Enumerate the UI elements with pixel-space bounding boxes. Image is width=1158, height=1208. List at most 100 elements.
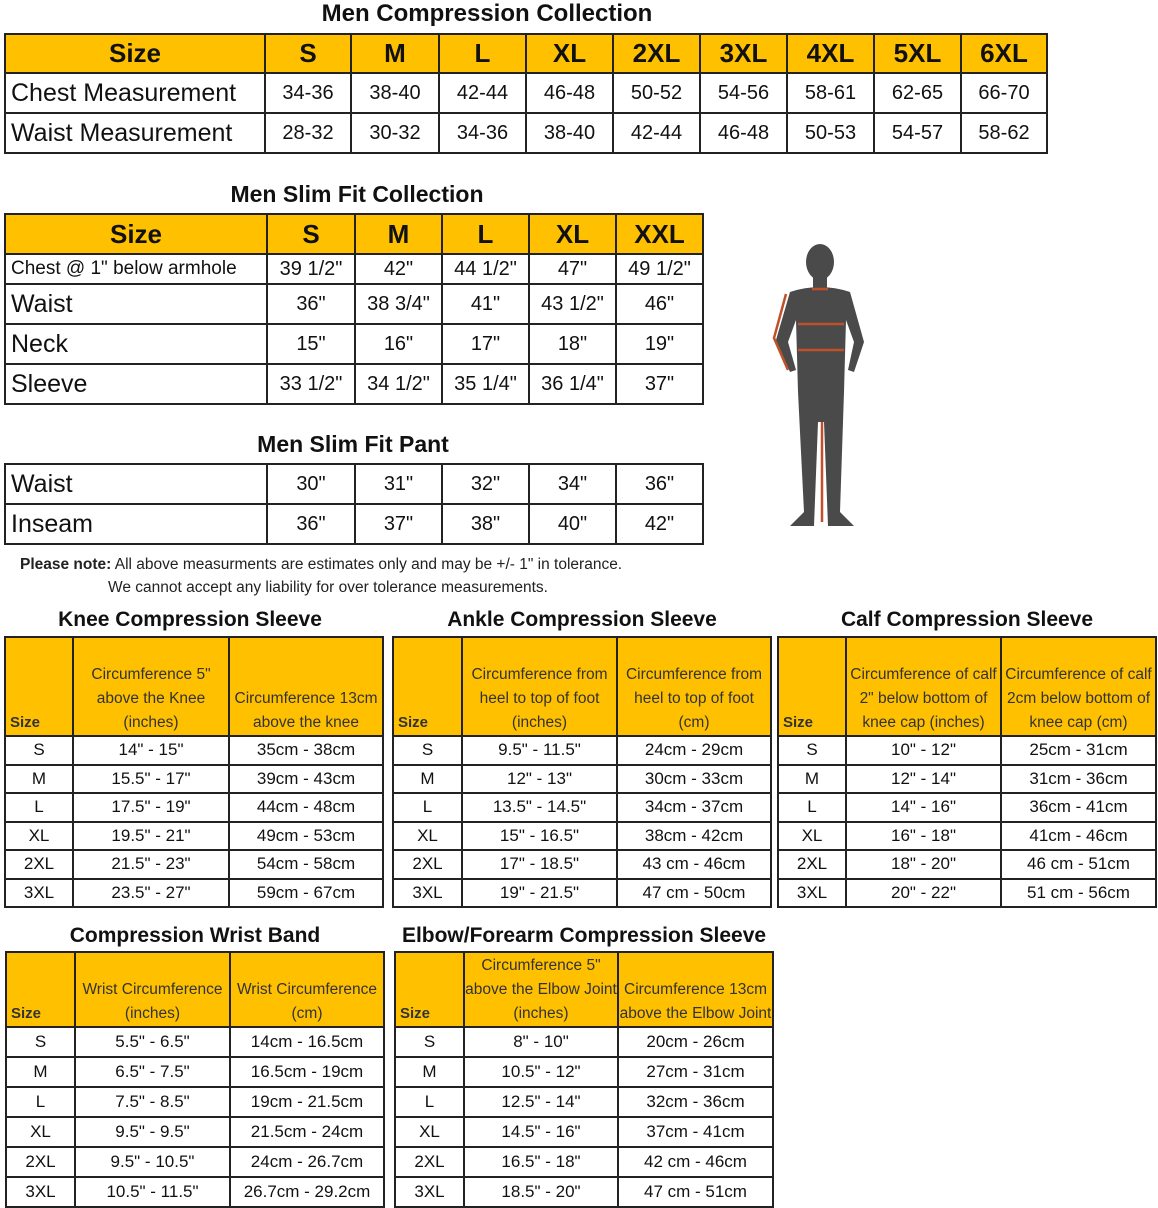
row-label: L <box>5 1086 76 1118</box>
table-row: M 10.5" - 12" 27cm - 31cm <box>394 1056 774 1088</box>
table-cell: 19" <box>615 323 704 365</box>
table-cell: 37cm - 41cm <box>617 1116 774 1148</box>
table-cell: 9.5" - 9.5" <box>74 1116 231 1148</box>
slimfit-title: Men Slim Fit Collection <box>230 181 484 207</box>
row-label: Chest Measurement <box>4 72 266 114</box>
table-cell: 12.5" - 14" <box>463 1086 619 1118</box>
table-cell: 27cm - 31cm <box>617 1056 774 1088</box>
elbow-title: Elbow/Forearm Compression Sleeve <box>401 924 767 947</box>
table-row: S 10" - 12" 25cm - 31cm <box>777 735 1157 766</box>
table-cell: 42-44 <box>438 72 527 114</box>
table-cell: 42 cm - 46cm <box>617 1146 774 1178</box>
table-cell: 34" <box>528 463 617 505</box>
header-cell: Circumference 5" above the Elbow Joint (… <box>463 951 619 1028</box>
table-cell: 30cm - 33cm <box>616 763 772 794</box>
table-cell: 34-36 <box>264 72 352 114</box>
table-row: M 6.5" - 7.5" 16.5cm - 19cm <box>5 1056 385 1088</box>
header-cell: 3XL <box>699 33 788 74</box>
header-cell: Circumference 5" above the Knee (inches) <box>72 636 230 737</box>
table-cell: 38cm - 42cm <box>616 820 772 851</box>
table-cell: 50-52 <box>612 72 701 114</box>
table-cell: 31" <box>354 463 443 505</box>
table-cell: 37" <box>615 363 704 405</box>
table-cell: 38 3/4" <box>354 283 443 325</box>
table-row: 2XL 18" - 20" 46 cm - 51cm <box>777 849 1157 880</box>
row-label: 2XL <box>394 1146 465 1178</box>
table-cell: 32" <box>441 463 530 505</box>
row-label: XL <box>394 1116 465 1148</box>
header-cell: Circumference 13cm above the Elbow Joint <box>617 951 774 1028</box>
table-cell: 18" - 20" <box>845 849 1002 880</box>
table-cell: 16" <box>354 323 443 365</box>
table-row: XL 16" - 18" 41cm - 46cm <box>777 820 1157 851</box>
table-cell: 46-48 <box>699 112 788 154</box>
row-label: 2XL <box>392 849 463 880</box>
compression-title: Men Compression Collection <box>321 0 653 27</box>
header-cell: 4XL <box>786 33 875 74</box>
table-cell: 38-40 <box>350 72 440 114</box>
row-label: L <box>392 792 463 823</box>
table-cell: 49 1/2" <box>615 253 704 285</box>
table-cell: 46-48 <box>525 72 614 114</box>
table-cell: 50-53 <box>786 112 875 154</box>
header-cell: XXL <box>615 213 704 255</box>
table-cell: 39 1/2" <box>266 253 356 285</box>
pant-title: Men Slim Fit Pant <box>257 431 449 457</box>
table-cell: 36" <box>615 463 704 505</box>
slimfit-table: Size S M L XL XXL Chest @ 1" below armhole 39 1… <box>4 213 704 405</box>
row-label: 3XL <box>4 877 74 908</box>
table-cell: 25cm - 31cm <box>1000 735 1157 766</box>
table-row: 3XL 19" - 21.5" 47 cm - 50cm <box>392 877 772 908</box>
table-cell: 19" - 21.5" <box>461 877 618 908</box>
header-cell: Circumference from heel to top of foot (… <box>616 636 772 737</box>
header-cell: S <box>266 213 356 255</box>
table-cell: 14cm - 16.5cm <box>229 1026 385 1058</box>
table-row: Neck 15" 16" 17" 18" 19" <box>4 323 704 365</box>
table-cell: 38-40 <box>525 112 614 154</box>
table-row: M 15.5" - 17" 39cm - 43cm <box>4 763 384 794</box>
row-label: Sleeve <box>4 363 268 405</box>
table-cell: 15" - 16.5" <box>461 820 618 851</box>
table-row: XL 9.5" - 9.5" 21.5cm - 24cm <box>5 1116 385 1148</box>
header-cell: XL <box>525 33 614 74</box>
row-label: M <box>392 763 463 794</box>
row-label: 3XL <box>5 1176 76 1208</box>
table-row: L 14" - 16" 36cm - 41cm <box>777 792 1157 823</box>
table-cell: 44 1/2" <box>441 253 530 285</box>
table-cell: 21.5cm - 24cm <box>229 1116 385 1148</box>
table-cell: 28-32 <box>264 112 352 154</box>
row-label: XL <box>4 820 74 851</box>
table-row: S 8" - 10" 20cm - 26cm <box>394 1026 774 1058</box>
row-label: 2XL <box>5 1146 76 1178</box>
header-cell: Circumference of calf 2cm below bottom o… <box>1000 636 1157 737</box>
table-cell: 6.5" - 7.5" <box>74 1056 231 1088</box>
table-cell: 51 cm - 56cm <box>1000 877 1157 908</box>
row-label: L <box>4 792 74 823</box>
table-cell: 42" <box>615 503 704 545</box>
table-row: L 17.5" - 19" 44cm - 48cm <box>4 792 384 823</box>
table-cell: 14" - 16" <box>845 792 1002 823</box>
table-cell: 9.5" - 10.5" <box>74 1146 231 1178</box>
table-cell: 47 cm - 50cm <box>616 877 772 908</box>
table-cell: 7.5" - 8.5" <box>74 1086 231 1118</box>
table-row: XL 14.5" - 16" 37cm - 41cm <box>394 1116 774 1148</box>
table-cell: 32cm - 36cm <box>617 1086 774 1118</box>
table-cell: 43 1/2" <box>528 283 617 325</box>
table-cell: 20cm - 26cm <box>617 1026 774 1058</box>
row-label: M <box>777 763 847 794</box>
table-cell: 59cm - 67cm <box>228 877 384 908</box>
header-cell: Wrist Circumference (cm) <box>229 951 385 1028</box>
header-cell: L <box>441 213 530 255</box>
table-row: 2XL 17" - 18.5" 43 cm - 46cm <box>392 849 772 880</box>
calf-title: Calf Compression Sleeve <box>840 608 1094 631</box>
row-label: Waist <box>4 463 268 505</box>
row-label: M <box>4 763 74 794</box>
row-label: L <box>777 792 847 823</box>
header-row: Size Wrist Circumference (inches) Wrist Ci… <box>5 951 385 1028</box>
table-cell: 35cm - 38cm <box>228 735 384 766</box>
header-row: Size Circumference from heel to top of fo… <box>392 636 772 737</box>
header-cell: Size <box>392 636 463 737</box>
note-label: Please note: <box>20 556 112 573</box>
table-cell: 16.5cm - 19cm <box>229 1056 385 1088</box>
row-label: 3XL <box>392 877 463 908</box>
